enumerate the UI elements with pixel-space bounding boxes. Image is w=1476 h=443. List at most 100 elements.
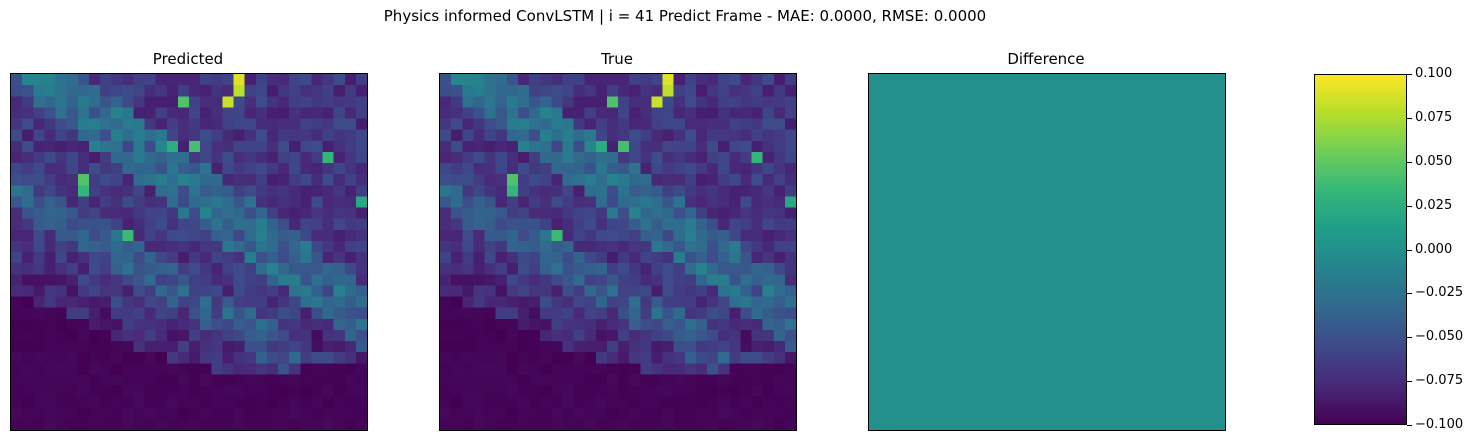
heatmap-cell	[44, 285, 56, 297]
heatmap-cell	[762, 285, 774, 297]
heatmap-cell	[278, 407, 290, 420]
heatmap-cell	[718, 207, 730, 219]
heatmap-cell	[44, 229, 56, 242]
heatmap-cell	[189, 363, 201, 375]
heatmap-cell	[133, 174, 145, 186]
heatmap-cell	[122, 85, 134, 97]
heatmap-cell	[773, 174, 786, 186]
heatmap-cell	[506, 318, 519, 331]
heatmap-cell	[311, 96, 323, 108]
heatmap-cell	[573, 151, 585, 164]
heatmap-cell	[751, 274, 763, 286]
heatmap-cell	[166, 207, 179, 219]
heatmap-cell	[473, 118, 485, 130]
heatmap-cell	[529, 363, 541, 375]
heatmap-cell	[300, 418, 312, 430]
heatmap-cell	[451, 207, 463, 219]
heatmap-cell	[22, 329, 34, 342]
heatmap-cell	[440, 341, 452, 353]
heatmap-cell	[762, 318, 774, 331]
heatmap-cell	[189, 129, 201, 141]
heatmap-cell	[144, 218, 156, 230]
heatmap-cell	[11, 163, 23, 175]
heatmap-cell	[762, 85, 774, 97]
heatmap-cell	[584, 318, 596, 331]
heatmap-cell	[751, 318, 763, 331]
heatmap-cell	[222, 185, 234, 197]
heatmap-cell	[529, 85, 541, 97]
colorbar-tick	[1407, 381, 1412, 383]
heatmap-cell	[322, 352, 334, 364]
heatmap-cell	[200, 396, 212, 408]
heatmap-cell	[451, 174, 463, 186]
heatmap-cell	[784, 207, 796, 219]
heatmap-cell	[662, 174, 674, 186]
heatmap-cell	[355, 385, 367, 397]
heatmap-cell	[529, 352, 541, 364]
heatmap-cell	[355, 252, 367, 264]
heatmap-cell	[33, 218, 45, 230]
heatmap-cell	[751, 407, 763, 420]
heatmap-cell	[255, 274, 268, 286]
heatmap-cell	[122, 107, 134, 119]
heatmap-cell	[584, 396, 596, 408]
heatmap-cell	[740, 196, 752, 208]
heatmap-cell	[289, 418, 301, 430]
heatmap-cell	[495, 207, 507, 219]
heatmap-cell	[506, 374, 519, 386]
heatmap-cell	[762, 329, 774, 342]
heatmap-cell	[311, 207, 323, 219]
heatmap-cell	[595, 418, 608, 430]
heatmap-cell	[278, 318, 290, 331]
heatmap-cell	[629, 307, 641, 319]
heatmap-cell	[584, 129, 596, 141]
heatmap-cell	[144, 207, 156, 219]
heatmap-cell	[729, 374, 741, 386]
heatmap-cell	[495, 274, 507, 286]
heatmap-cell	[451, 385, 463, 397]
heatmap-cell	[222, 74, 234, 86]
heatmap-cell	[751, 196, 763, 208]
heatmap-cell	[506, 218, 519, 230]
heatmap-cell	[462, 341, 474, 353]
heatmap-cell	[540, 96, 552, 108]
heatmap-cell	[189, 374, 201, 386]
heatmap-cell	[189, 263, 201, 275]
heatmap-cell	[77, 218, 90, 230]
heatmap-cell	[344, 341, 357, 353]
heatmap-cell	[551, 296, 563, 308]
heatmap-cell	[344, 229, 357, 242]
heatmap-cell	[55, 185, 67, 197]
heatmap-cell	[355, 263, 367, 275]
heatmap-cell	[707, 329, 719, 342]
heatmap-cell	[551, 174, 563, 186]
heatmap-cell	[673, 285, 685, 297]
heatmap-cell	[155, 118, 167, 130]
heatmap-cell	[344, 307, 357, 319]
heatmap-cell	[651, 218, 663, 230]
heatmap-cell	[584, 140, 596, 153]
heatmap-cell	[344, 96, 357, 108]
heatmap-cell	[11, 174, 23, 186]
heatmap-cell	[707, 107, 719, 119]
heatmap-cell	[684, 96, 697, 108]
heatmap-cell	[111, 196, 123, 208]
heatmap-cell	[311, 185, 323, 197]
heatmap-cell	[673, 240, 685, 253]
heatmap-cell	[506, 129, 519, 141]
heatmap-cell	[718, 163, 730, 175]
heatmap-cell	[100, 329, 112, 342]
heatmap-cell	[618, 196, 630, 208]
heatmap-cell	[473, 341, 485, 353]
heatmap-cell	[255, 363, 268, 375]
heatmap-cell	[506, 196, 519, 208]
heatmap-cell	[751, 118, 763, 130]
heatmap-cell	[695, 396, 708, 408]
heatmap-cell	[55, 96, 67, 108]
heatmap-cell	[33, 174, 45, 186]
heatmap-cell	[355, 218, 367, 230]
heatmap-cell	[22, 96, 34, 108]
heatmap-cell	[333, 118, 345, 130]
heatmap-cell	[684, 329, 697, 342]
colorbar-tick	[1407, 161, 1412, 163]
